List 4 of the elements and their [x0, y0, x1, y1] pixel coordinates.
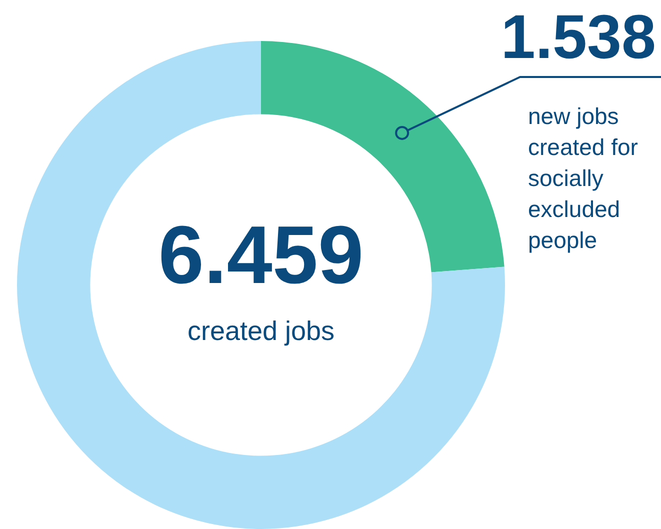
slice-label: new jobs created for socially excluded people	[528, 103, 638, 253]
text: created jobs	[187, 316, 335, 346]
text: 6.459	[158, 210, 364, 301]
data-label: 1.538	[500, 3, 656, 72]
